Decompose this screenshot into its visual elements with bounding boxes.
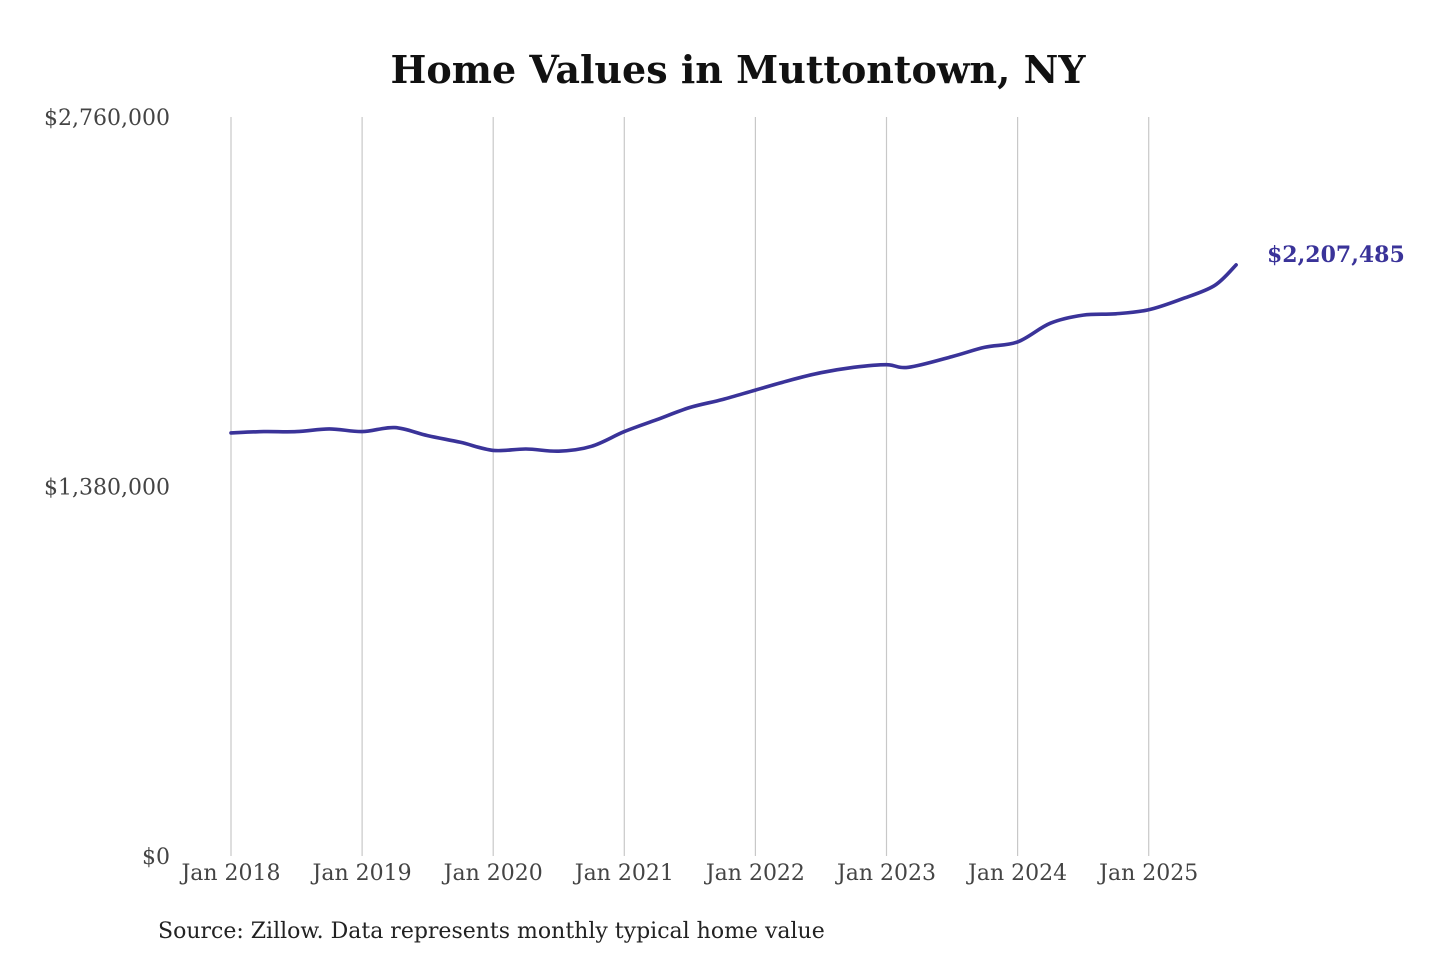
data-point-5 — [393, 426, 397, 430]
data-point-6 — [426, 434, 430, 438]
data-point-27 — [1114, 312, 1118, 316]
grid-lines — [230, 117, 1150, 856]
data-point-17 — [786, 379, 790, 383]
x-tick-label-0: Jan 2018 — [179, 861, 280, 886]
data-point-16 — [753, 388, 757, 392]
data-point-12 — [622, 430, 626, 434]
x-tick-label-3: Jan 2021 — [573, 861, 674, 886]
data-point-10 — [557, 449, 561, 453]
y-axis: $0 $1,380,000 $2,760,000 — [44, 106, 170, 870]
data-point-13 — [655, 418, 659, 422]
data-point-3 — [327, 427, 331, 431]
x-axis: Jan 2018 Jan 2019 Jan 2020 Jan 2021 Jan 2022… — [179, 861, 1198, 886]
data-point-30 — [1212, 284, 1216, 288]
x-tick-label-5: Jan 2023 — [835, 861, 936, 886]
data-point-23 — [983, 345, 987, 349]
data-point-26 — [1081, 313, 1085, 317]
data-point-4 — [360, 430, 364, 434]
data-point-22 — [950, 355, 954, 359]
data-point-15 — [721, 398, 725, 402]
data-point-19 — [852, 365, 856, 369]
data-point-20 — [885, 363, 889, 367]
data-point-9 — [524, 447, 528, 451]
y-tick-label-2: $2,760,000 — [44, 106, 170, 131]
data-point-24 — [1016, 340, 1020, 344]
chart-title: Home Values in Muttontown, NY — [391, 47, 1087, 92]
data-point-11 — [590, 444, 594, 448]
y-tick-label-1: $1,380,000 — [44, 476, 170, 501]
data-point-21 — [906, 365, 910, 369]
source-note: Source: Zillow. Data represents monthly … — [158, 919, 825, 944]
data-point-7 — [458, 440, 462, 444]
data-point-29 — [1180, 297, 1184, 301]
x-tick-label-7: Jan 2025 — [1097, 861, 1198, 886]
x-tick-label-2: Jan 2020 — [442, 861, 543, 886]
end-value-label: $2,207,485 — [1267, 242, 1405, 268]
data-point-2 — [295, 430, 299, 434]
data-point-1 — [262, 430, 266, 434]
x-tick-label-4: Jan 2022 — [704, 861, 805, 886]
data-point-0 — [229, 431, 233, 435]
x-tick-label-1: Jan 2019 — [311, 861, 412, 886]
series-line — [229, 263, 1238, 454]
data-point-8 — [491, 448, 495, 452]
data-point-25 — [1048, 321, 1052, 325]
data-point-31 — [1234, 263, 1238, 267]
data-points — [229, 263, 1238, 453]
x-tick-label-6: Jan 2024 — [966, 861, 1067, 886]
y-tick-label-0: $0 — [142, 845, 170, 870]
data-point-14 — [688, 406, 692, 410]
data-point-28 — [1147, 308, 1151, 312]
data-point-18 — [819, 371, 823, 375]
